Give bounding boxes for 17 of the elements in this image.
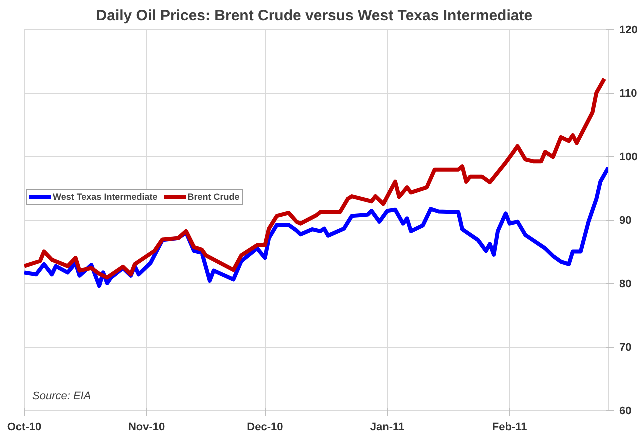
y-tick-label: 120 [620,24,638,36]
y-tick-label: 60 [620,406,632,418]
line-series [24,77,607,280]
y-tick-label: 100 [620,152,638,164]
x-tick-label: Dec-10 [247,422,284,434]
y-tick-label: 90 [620,215,632,227]
x-tick-label: Feb-11 [492,422,528,434]
legend-label: Brent Crude [188,192,240,202]
x-tick-label: Oct-10 [7,422,42,434]
y-tick-label: 70 [620,342,632,354]
chart-title: Daily Oil Prices: Brent Crude versus West Texas Intermediate [96,8,533,24]
y-tick-label: 80 [620,278,632,290]
y-tick-label: 110 [620,88,638,100]
x-tick-label: Jan-11 [370,422,405,434]
legend-label: West Texas Intermediate [53,192,158,202]
x-tick-label: Nov-10 [128,422,166,434]
annotation: Source: EIA [32,390,92,402]
